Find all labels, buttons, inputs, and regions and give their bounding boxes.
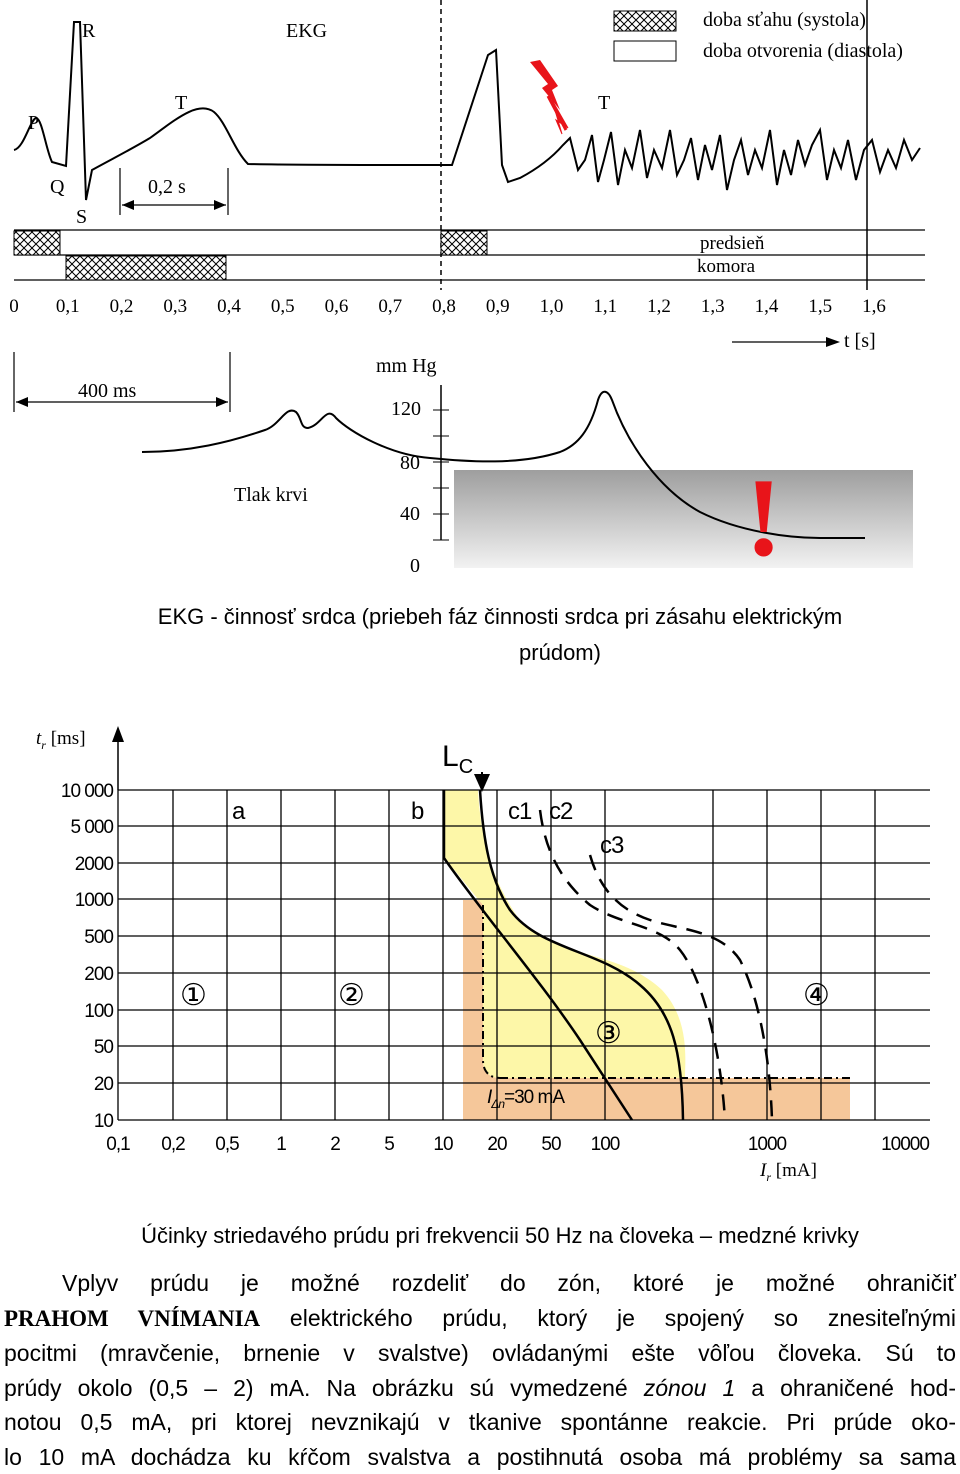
label-r: R xyxy=(82,20,95,43)
y-axis-label: tr [ms] xyxy=(36,728,86,753)
ekg-caption-line2: prúdom) xyxy=(0,640,960,666)
time-tick-label: 1,0 xyxy=(527,296,577,318)
rcd-label: IΔn=30 mA xyxy=(487,1087,564,1111)
zone-3-label: ③ xyxy=(595,1016,622,1051)
zone-2-label: ② xyxy=(338,978,365,1013)
zone-1-label: ① xyxy=(180,978,207,1013)
time-tick-label: 0,6 xyxy=(312,296,362,318)
bold-term: PRAHOM VNÍMANIA xyxy=(4,1306,260,1331)
time-tick-label: 1,4 xyxy=(742,296,792,318)
paragraph-line-6: lo 10 mA dochádza ku kŕčom svalstva a po… xyxy=(4,1440,956,1474)
time-tick-label: 0,7 xyxy=(365,296,415,318)
label-p: P xyxy=(28,112,39,135)
time-tick-label: 1,6 xyxy=(849,296,899,318)
time-tick-label: 0 xyxy=(0,296,39,318)
curve-label-c3: c3 xyxy=(600,832,623,860)
track-atrium: predsieň xyxy=(700,233,764,255)
time-tick-label: 0,3 xyxy=(150,296,200,318)
curve-label-c1: c1 xyxy=(508,798,531,826)
time-tick-label: 0,8 xyxy=(419,296,469,318)
time-tick-label: 1,5 xyxy=(795,296,845,318)
paragraph-line-3: pocitmi (mravčenie, brnenie v svalstve) … xyxy=(4,1336,956,1371)
time-tick-label: 0,4 xyxy=(204,296,254,318)
label-s: S xyxy=(76,206,87,229)
body-paragraph: Vplyv prúdu je možné rozdeliť do zón, kt… xyxy=(4,1266,956,1474)
time-tick-label: 0,1 xyxy=(43,296,93,318)
pressure-label: Tlak krvi xyxy=(234,484,308,507)
time-tick-label: 1,2 xyxy=(634,296,684,318)
pressure-tick-80: 80 xyxy=(400,452,420,475)
time-unit: t [s] xyxy=(844,330,876,353)
warning-icon: ! xyxy=(745,462,782,574)
label-t1: T xyxy=(175,92,187,115)
legend-systole: doba sťahu (systola) xyxy=(703,9,866,32)
paragraph-line-2: PRAHOM VNÍMANIA elektrického prúdu, ktor… xyxy=(4,1301,956,1337)
ekg-caption-line1: EKG - činnosť srdca (priebeh fáz činnost… xyxy=(0,604,960,630)
time-tick-label: 1,3 xyxy=(688,296,738,318)
time-tick-label: 0,9 xyxy=(473,296,523,318)
chart-caption: Účinky striedavého prúdu pri frekvencii … xyxy=(0,1223,960,1249)
lc-label: LC xyxy=(442,740,473,779)
pressure-tick-0: 0 xyxy=(410,555,420,578)
label-ekg: EKG xyxy=(286,20,327,43)
label-interval: 0,2 s xyxy=(148,176,186,199)
curve-label-b: b xyxy=(411,798,424,826)
curve-label-c2: c2 xyxy=(549,798,572,826)
paragraph-line-1: Vplyv prúdu je možné rozdeliť do zón, kt… xyxy=(4,1266,956,1301)
time-tick-label: 0,5 xyxy=(258,296,308,318)
curve-label-a: a xyxy=(232,798,245,826)
track-ventricle: komora xyxy=(697,256,755,278)
italic-term: zónou 1 xyxy=(644,1375,736,1401)
zone-4-label: ④ xyxy=(803,978,830,1013)
x-axis-label: Ir [mA] xyxy=(760,1160,817,1185)
label-t2: T xyxy=(598,92,610,115)
duration-label: 400 ms xyxy=(78,380,136,403)
legend-diastole: doba otvorenia (diastola) xyxy=(703,40,903,63)
paragraph-line-5: notou 0,5 mA, pri ktorej nevznikajú v tk… xyxy=(4,1405,956,1440)
time-tick-label: 0,2 xyxy=(97,296,147,318)
pressure-tick-40: 40 xyxy=(400,503,420,526)
pressure-tick-120: 120 xyxy=(391,398,421,421)
time-tick-label: 1,1 xyxy=(580,296,630,318)
label-q: Q xyxy=(50,176,64,199)
paragraph-line-4: prúdy okolo (0,5 – 2) mA. Na obrázku sú … xyxy=(4,1371,956,1406)
pressure-unit: mm Hg xyxy=(376,355,437,378)
